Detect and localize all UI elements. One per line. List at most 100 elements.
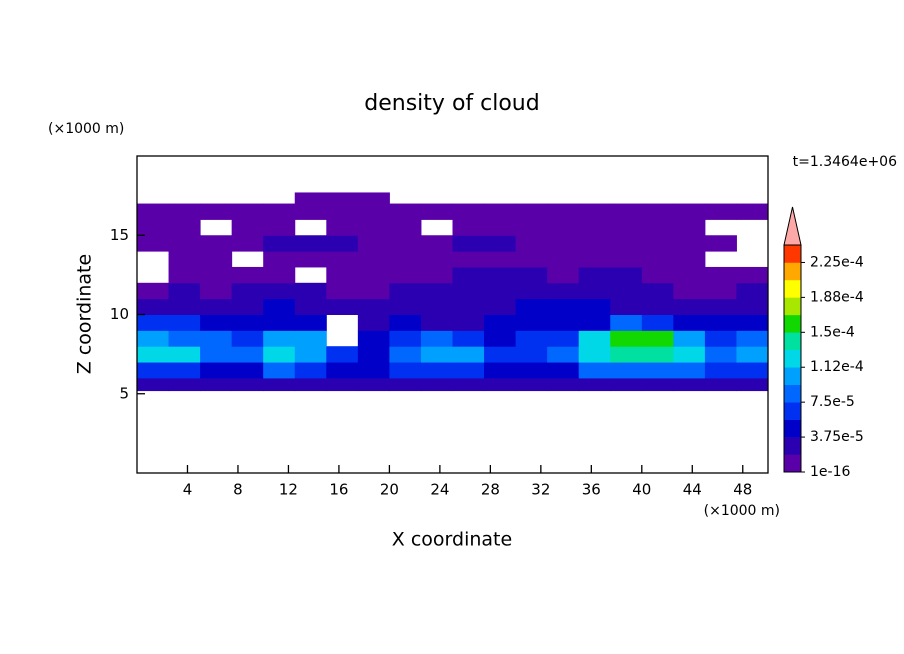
field-cell [578, 282, 611, 300]
colorbar-band [784, 437, 801, 455]
field-cell [200, 330, 233, 347]
field-cell [263, 251, 296, 268]
field-cell [578, 330, 611, 347]
field-cell [452, 346, 485, 363]
field-cell [326, 192, 359, 205]
field-cell [673, 203, 706, 220]
field-cell [578, 266, 611, 284]
y-axis-label: Z coordinate [74, 254, 96, 374]
field-cell [736, 298, 769, 315]
field-cell [484, 251, 517, 268]
field-cell [641, 219, 674, 236]
x-tick-label: 8 [233, 481, 243, 499]
field-cell [610, 330, 643, 347]
field-cell [389, 251, 422, 268]
colorbar-band [784, 314, 801, 333]
field-cell [641, 314, 674, 331]
field-cell [357, 314, 390, 331]
field-cell [515, 314, 548, 331]
field-cell [137, 203, 170, 220]
field-cell [641, 346, 674, 363]
colorbar-band [784, 262, 801, 281]
field-cell [326, 362, 359, 379]
field-cell [294, 251, 327, 268]
field-cell [515, 251, 548, 268]
field-cell [389, 377, 422, 392]
field-cell [641, 235, 674, 252]
field-cell [200, 235, 233, 252]
field-cell [357, 203, 390, 220]
field-cell [357, 346, 390, 363]
field-cell [641, 330, 674, 347]
field-cell [420, 314, 453, 331]
field-cell [673, 330, 706, 347]
field-cell [200, 362, 233, 379]
field-cell [610, 266, 643, 284]
x-tick-label: 16 [329, 481, 348, 499]
field-cell [547, 298, 580, 315]
x-tick-label: 28 [481, 481, 500, 499]
field-cell [137, 346, 170, 363]
field-cell [484, 282, 517, 300]
field-cell [673, 362, 706, 379]
field-cell [168, 362, 201, 379]
field-cell [357, 282, 390, 300]
field-cell [515, 330, 548, 347]
field-cell [168, 377, 201, 392]
field-cell [231, 314, 264, 331]
field-cell [200, 203, 233, 220]
field-cell [547, 377, 580, 392]
y-tick-label: 10 [110, 305, 129, 323]
field-cell [736, 377, 769, 392]
field-cell [515, 362, 548, 379]
field-cell [389, 219, 422, 236]
field-cell [168, 203, 201, 220]
field-cell [578, 298, 611, 315]
colorbar-tick-label: 2.25e-4 [810, 254, 864, 270]
field-cell [263, 330, 296, 347]
field-cell [326, 266, 359, 284]
field-cell [673, 298, 706, 315]
x-tick-label: 12 [279, 481, 298, 499]
field-cell [736, 203, 769, 220]
field-cell [294, 377, 327, 392]
field-cell [137, 362, 170, 379]
field-cell [610, 377, 643, 392]
field-cell [420, 346, 453, 363]
field-cell [326, 298, 359, 315]
field-cell [168, 346, 201, 363]
field-cell [263, 219, 296, 236]
field-cell [610, 203, 643, 220]
field-cell [641, 377, 674, 392]
field-cell [452, 266, 485, 284]
field-cell [736, 266, 769, 284]
colorbar-band [784, 419, 801, 438]
field-cell [389, 282, 422, 300]
colorbar-band [784, 297, 801, 316]
field-cell [578, 251, 611, 268]
field-cell [389, 346, 422, 363]
field-cell [736, 362, 769, 379]
field-cell [294, 330, 327, 347]
field-cell [673, 266, 706, 284]
field-cell [389, 235, 422, 252]
field-cell [547, 235, 580, 252]
field-cell [231, 282, 264, 300]
field-cell [137, 298, 170, 315]
field-cell [704, 298, 737, 315]
field-cell [263, 314, 296, 331]
field-cell [263, 282, 296, 300]
field-cell [736, 330, 769, 347]
field-cell [200, 251, 233, 268]
field-cell [326, 251, 359, 268]
x-tick-label: 36 [582, 481, 601, 499]
field-cell [168, 219, 201, 236]
colorbar-band [784, 402, 801, 420]
field-cell [231, 219, 264, 236]
field-cell [484, 377, 517, 392]
field-cell [610, 235, 643, 252]
field-cell [231, 362, 264, 379]
field-cell [357, 330, 390, 347]
colorbar-band [784, 279, 801, 298]
